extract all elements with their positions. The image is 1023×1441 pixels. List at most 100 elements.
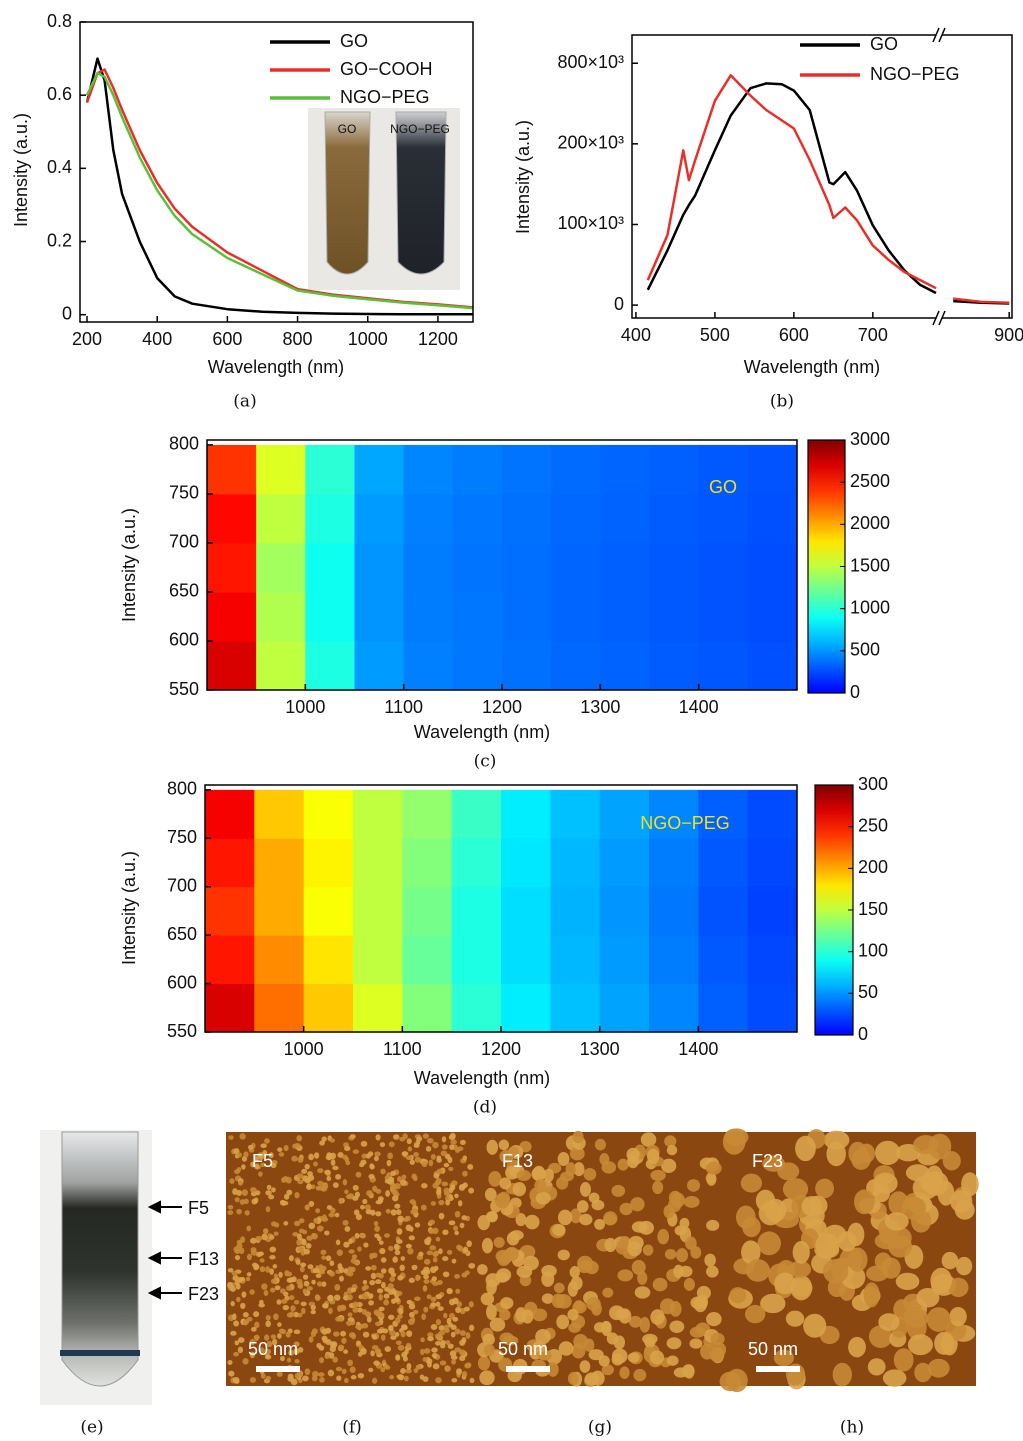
afm-grain [276,1371,283,1377]
afm-grain [396,1239,403,1245]
afm-grain [790,1275,813,1301]
afm-grain [801,1195,823,1217]
afm-grain [328,1352,335,1359]
afm-grain [631,1259,646,1275]
afm-grain [387,1245,394,1252]
y-tick-label: 650 [167,924,197,944]
heatmap-cell [600,591,650,642]
afm-grain [319,1140,325,1146]
afm-grain [664,1249,677,1260]
afm-grain [375,1211,382,1217]
afm-grain [619,1236,631,1250]
afm-grain [591,1199,605,1211]
afm-grain [229,1178,235,1184]
afm-grain [369,1280,376,1286]
heatmap-cell [747,935,798,985]
heatmap-cell [354,591,405,642]
afm-grain [464,1270,470,1276]
afm-grain [308,1336,314,1343]
scale-bar [256,1366,300,1372]
afm-grain [321,1255,326,1260]
afm-grain [556,1176,569,1190]
afm-grain [569,1146,585,1161]
afm-grain [914,1362,932,1383]
afm-grain [451,1377,458,1383]
afm-grain [302,1274,309,1280]
afm-grain [335,1174,342,1180]
afm-grain [253,1311,260,1318]
afm-grain [380,1168,386,1175]
afm-grain [420,1269,427,1276]
afm-grain [459,1349,466,1356]
y-tick-label: 550 [169,679,199,699]
colorbar-label: 3000 [850,429,890,449]
afm-grain [913,1135,939,1155]
heatmap-cell [649,493,700,544]
afm-grain [428,1219,436,1225]
afm-grain [378,1273,384,1279]
afm-grain [234,1254,241,1261]
heatmap-cell [451,983,502,1033]
afm-grain [950,1189,973,1213]
afm-grain [296,1135,303,1142]
afm-grain [259,1299,264,1305]
heatmap-cell [256,640,306,691]
heatmap-cell [452,444,503,495]
afm-grain [328,1212,335,1218]
afm-grain [451,1359,457,1365]
afm-grain [547,1361,559,1377]
afm-grain [551,1293,566,1309]
heatmap-cell [501,983,551,1033]
afm-grain [344,1225,351,1232]
afm-grain [442,1229,449,1236]
afm-grain [283,1193,290,1200]
afm-grain [342,1219,349,1226]
afm-grain [302,1375,309,1382]
afm-grain [666,1144,678,1156]
afm-grain [293,1348,300,1355]
caption: (c) [474,752,497,772]
afm-grain [588,1349,604,1361]
afm-grain [381,1281,386,1289]
afm-grain [283,1145,289,1152]
afm-grain [916,1287,940,1308]
afm-grain [389,1276,395,1282]
x-tick-label: 1000 [348,329,388,349]
afm-grain [305,1204,310,1211]
afm-grain [405,1224,412,1232]
afm-grain [941,1251,959,1270]
afm-grain [294,1143,301,1148]
heatmap-cell [354,493,405,544]
afm-grain [568,1322,581,1333]
afm-grain [360,1140,368,1147]
afm-grain [339,1275,344,1282]
afm-grain [884,1212,909,1231]
afm-grain [411,1208,418,1214]
afm-grain [425,1145,432,1152]
afm-grain [247,1144,254,1150]
afm-grain [271,1187,276,1193]
afm-grain [306,1286,313,1291]
afm-grain [230,1300,235,1307]
afm-grain [430,1302,437,1308]
afm-grain [286,1357,292,1363]
heatmap-cell [354,444,405,495]
legend-label: GO [340,31,368,51]
afm-grain [455,1288,461,1294]
afm-grain [683,1277,695,1291]
afm-grain [435,1177,442,1184]
afm-grain [489,1317,506,1332]
afm-grain [236,1296,241,1303]
afm-grain [847,1247,868,1272]
afm-grain [390,1209,397,1216]
afm-grain [387,1283,394,1290]
heatmap-cell [303,789,354,839]
afm-grain [264,1334,270,1341]
afm-grain [448,1322,453,1328]
afm-grain [313,1217,319,1224]
afm-grain [515,1213,527,1227]
afm-grain [420,1204,427,1211]
afm-grain [303,1248,311,1255]
y-axis-title: Intensity (a.u.) [11,113,31,227]
afm-grain [432,1251,439,1258]
